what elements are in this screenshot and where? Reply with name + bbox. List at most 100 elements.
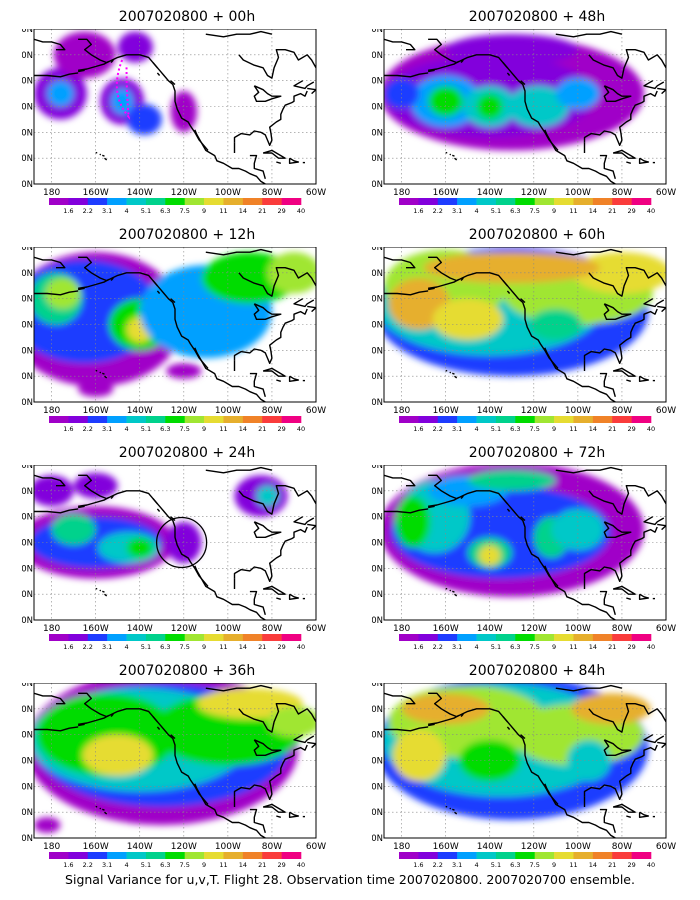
color-scale-swatch [476,416,497,423]
color-scale-swatch [49,634,69,641]
lat-tick-label: 70N [372,247,383,253]
color-scale-swatch [554,416,574,423]
color-scale-swatch [437,634,458,641]
lon-tick-label: 100W [565,624,591,634]
color-scale-swatch [554,852,574,859]
color-scale-swatch [204,416,224,423]
color-scale-label: 6.3 [510,643,520,651]
variance-map: 70N 60N 50N 40N 30N 20N 10N 180 160W 140W 120W 100W… [22,465,326,651]
color-scale-swatch [262,416,282,423]
lon-tick-label: 60W [656,188,676,198]
color-scale-label: 21 [608,643,616,651]
variance-blob [126,103,162,135]
color-scale-swatch [534,852,555,859]
coastline [34,30,316,184]
color-scale-label: 11 [569,861,577,869]
color-scale-swatch [515,198,535,205]
lon-tick-label: 160W [433,842,459,852]
color-scale-label: 2.2 [83,861,93,869]
color-scale-label: 5.1 [141,643,151,651]
lon-tick-label: 140W [127,406,153,416]
color-scale-label: 9 [552,207,556,215]
color-scale-swatch [223,852,244,859]
forecast-panel: 2007020800 + 12h 70N 60N 50N 40N 30N 20N 10N 180… [22,226,352,441]
color-scale-label: 14 [239,643,247,651]
color-scale-label: 9 [202,425,206,433]
lon-tick-label: 180 [43,624,60,634]
color-scale-label: 4 [124,861,128,869]
lon-tick-label: 60W [306,188,326,198]
variance-map: 70N 60N 50N 40N 30N 20N 10N 180 160W 140W 120W 100W… [22,247,326,433]
variance-map: 70N 60N 50N 40N 30N 20N 10N 180 160W 140W 120W 100W… [372,247,676,433]
color-scale-swatch [204,634,224,641]
lon-tick-label: 60W [656,406,676,416]
color-scale-label: 1.6 [63,861,73,869]
color-scale-swatch [631,852,652,859]
color-scale-swatch [184,198,205,205]
gridlines [384,247,666,402]
color-scale-swatch [495,416,516,423]
panel-title: 2007020800 + 00h [118,9,256,25]
forecast-panel: 2007020800 + 24h 70N 60N 50N 40N 30N 20N 10N 180… [22,444,352,659]
lon-tick-label: 180 [393,842,410,852]
map-frame [383,465,667,621]
color-scale-swatch [68,852,89,859]
color-scale-label: 2.2 [83,643,93,651]
lat-tick-label: 50N [372,513,383,523]
color-scale: 1.6 2.2 3.1 4 5.1 6.3 7.5 9 11 14 21 29 40 [49,852,305,869]
variance-blob [47,80,74,107]
lat-tick-label: 20N [372,590,383,600]
map-frame [383,247,667,403]
color-scale-swatch [515,416,535,423]
color-scale-label: 5.1 [491,643,501,651]
figure-caption: Signal Variance for u,v,T. Flight 28. Ob… [65,872,635,887]
color-scale: 1.6 2.2 3.1 4 5.1 6.3 7.5 9 11 14 21 29 40 [399,198,655,215]
color-scale-label: 29 [277,207,285,215]
color-scale-label: 7.5 [530,425,540,433]
lat-tick-label: 70N [22,247,33,253]
color-scale-swatch [437,852,458,859]
lat-tick-label: 10N [372,398,383,408]
color-scale-swatch [457,198,477,205]
color-scale-label: 6.3 [510,207,520,215]
coastline [384,684,666,838]
coastline [384,248,666,402]
flight-track [115,59,131,120]
forecast-panel: 2007020800 + 60h 70N 60N 50N 40N 30N 20N 10N 180… [372,226,700,441]
lon-tick-label: 160W [433,188,459,198]
map-frame [383,683,667,839]
lat-tick-label: 50N [372,295,383,305]
color-scale-swatch [418,198,439,205]
panel-title: 2007020800 + 36h [118,663,256,679]
variance-blob [467,470,556,491]
lon-tick-label: 160W [83,188,109,198]
lat-tick-label: 40N [22,321,33,331]
color-scale-swatch [87,198,108,205]
forecast-panel: 2007020800 + 48h 70N 60N 50N 40N 30N 20N 10N 180… [372,8,700,223]
lon-tick-label: 100W [215,188,241,198]
color-scale: 1.6 2.2 3.1 4 5.1 6.3 7.5 9 11 14 21 29 40 [399,416,655,433]
color-scale-label: 21 [608,861,616,869]
color-scale-label: 6.3 [160,643,170,651]
lon-tick-label: 100W [565,842,591,852]
lat-tick-label: 30N [372,782,383,792]
color-scale-label: 14 [589,643,597,651]
lon-tick-label: 80W [612,842,632,852]
color-scale-swatch [281,198,302,205]
lat-tick-label: 30N [22,128,33,138]
lat-tick-label: 60N [372,269,383,279]
color-scale-label: 14 [239,861,247,869]
color-scale-swatch [145,416,166,423]
lon-tick-label: 140W [127,842,153,852]
color-scale-label: 29 [627,861,635,869]
gridlines [384,465,666,620]
color-scale-label: 2.2 [433,207,443,215]
lon-tick-label: 80W [612,188,632,198]
color-scale-swatch [437,198,458,205]
color-scale-swatch [262,198,282,205]
lat-tick-label: 60N [372,487,383,497]
lon-tick-label: 80W [612,406,632,416]
lat-tick-label: 20N [22,154,33,164]
color-scale-swatch [399,198,419,205]
color-scale-label: 1.6 [413,643,423,651]
